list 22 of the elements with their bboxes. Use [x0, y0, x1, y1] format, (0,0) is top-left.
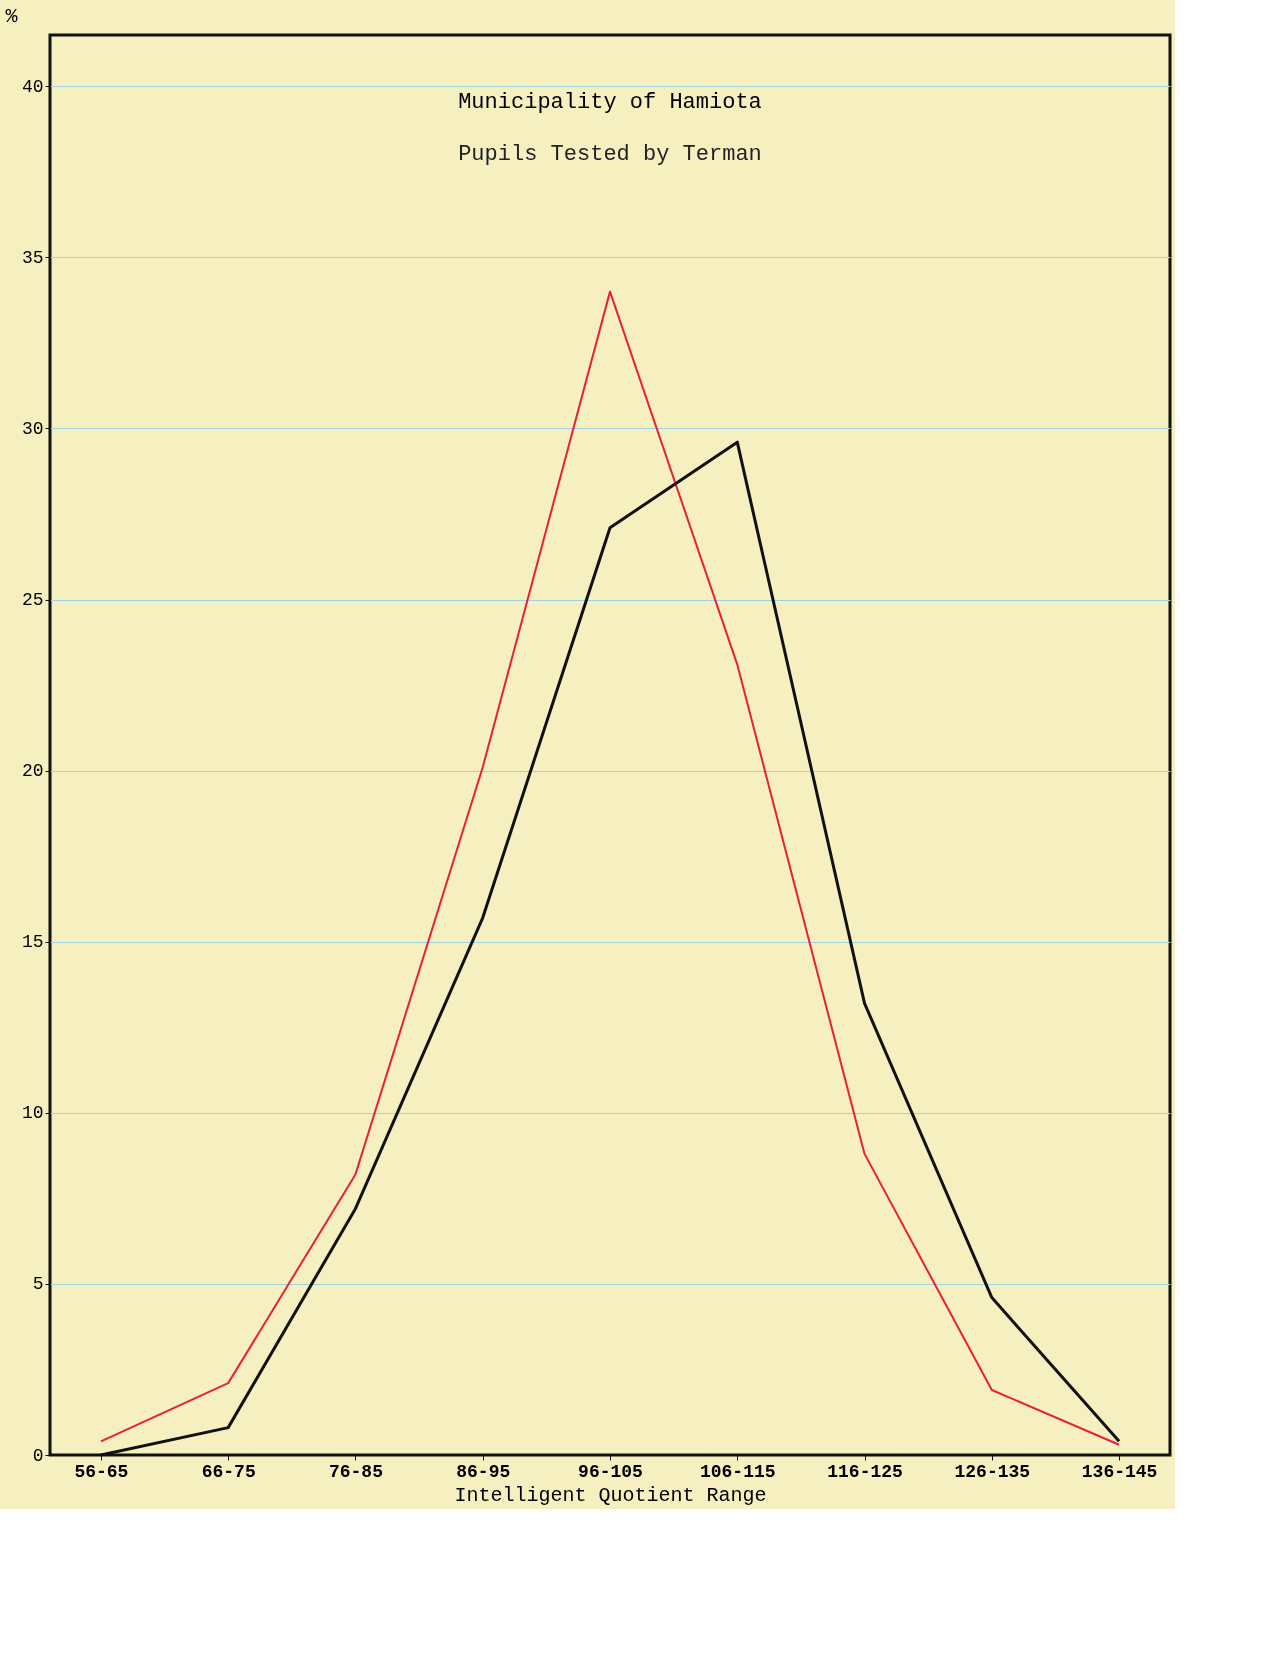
y-tick-label: 25: [21, 590, 44, 611]
x-tick-label: 116-125: [827, 1461, 903, 1482]
y-tick-label: 20: [21, 761, 44, 782]
y-tick-label: 15: [21, 932, 44, 953]
x-tick-label: 56-65: [74, 1461, 129, 1482]
x-tick-label: 86-95: [456, 1461, 511, 1482]
y-tick-label: 0: [32, 1445, 44, 1466]
x-tick-label: 136-145: [1081, 1461, 1158, 1482]
x-tick-label: 106-115: [699, 1461, 776, 1482]
text: Pupils Tested by Terman: [458, 142, 762, 167]
y-tick-label: 30: [21, 418, 44, 439]
y-tick-label: 35: [21, 247, 44, 268]
y-axis-title: %: [5, 4, 19, 28]
text: Municipality of Hamiota: [458, 90, 762, 115]
y-tick-label: 40: [21, 76, 44, 97]
x-tick-label: 96-105: [578, 1461, 643, 1482]
x-tick-label: 66-75: [201, 1461, 256, 1482]
x-tick-label: 76-85: [328, 1461, 383, 1482]
y-tick-label: 10: [21, 1103, 44, 1124]
x-tick-label: 126-135: [954, 1461, 1031, 1482]
x-axis-title: Intelligent Quotient Range: [454, 1483, 767, 1507]
y-tick-label: 5: [32, 1274, 44, 1295]
